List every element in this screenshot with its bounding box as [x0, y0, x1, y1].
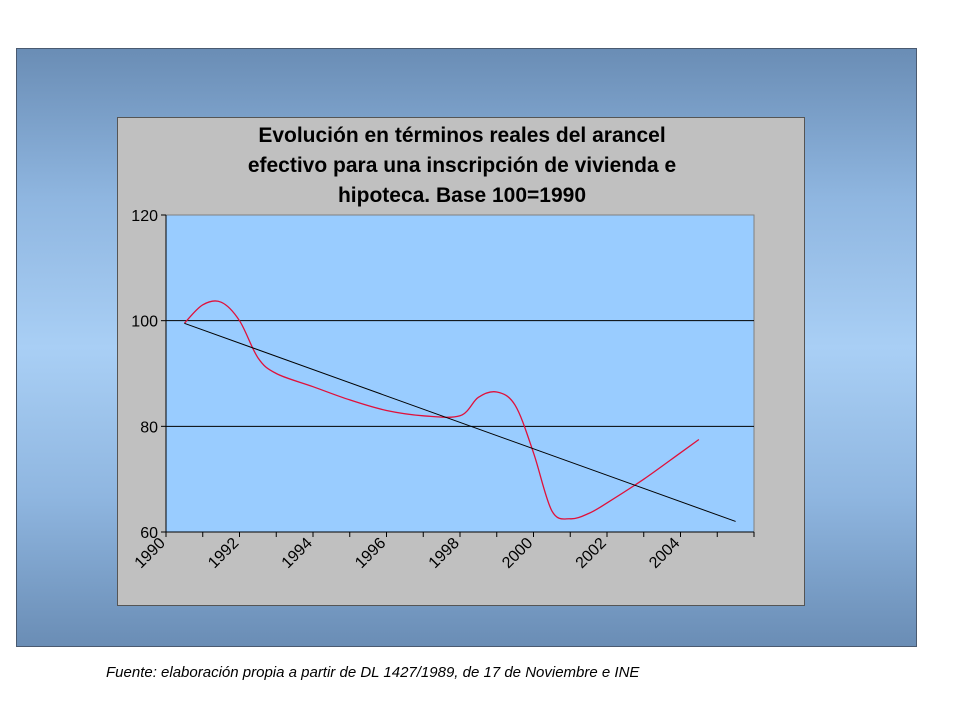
x-tick-label: 2000 — [499, 535, 536, 572]
line-chart: Evolución en términos reales del arancel… — [131, 124, 755, 572]
chart-title: Evolución en términos reales del arancel… — [248, 124, 676, 207]
x-axis-tick-labels: 1990 1992 1994 1996 1998 2000 2002 2004 — [132, 535, 684, 572]
series-line — [183, 300, 700, 520]
x-tick-label: 1992 — [205, 535, 242, 572]
y-tick-label: 60 — [140, 525, 158, 542]
x-tick-label: 1994 — [279, 535, 316, 572]
y-axis-tick-labels: 60 80 100 120 — [131, 208, 158, 542]
chart-title-line: Evolución en términos reales del arancel — [258, 124, 665, 147]
x-tick-label: 2002 — [573, 535, 610, 572]
series-lines — [183, 300, 736, 522]
x-tick-label: 1990 — [132, 535, 169, 572]
plot-area — [165, 214, 755, 533]
x-tick-label: 2004 — [646, 535, 683, 572]
chart-area: Evolución en términos reales del arancel… — [117, 117, 805, 606]
y-tick-label: 80 — [140, 419, 158, 436]
x-tick-label: 1996 — [352, 535, 389, 572]
chart-title-line: efectivo para una inscripción de viviend… — [248, 154, 676, 177]
gridlines — [166, 320, 754, 427]
chart-title-line: hipoteca. Base 100=1990 — [338, 184, 586, 207]
source-note: Fuente: elaboración propia a partir de D… — [106, 664, 640, 681]
trend-line — [184, 322, 736, 522]
y-tick-label: 100 — [131, 314, 158, 331]
x-tick-label: 1998 — [426, 535, 463, 572]
y-tick-label: 120 — [131, 208, 158, 225]
axes — [161, 214, 755, 537]
